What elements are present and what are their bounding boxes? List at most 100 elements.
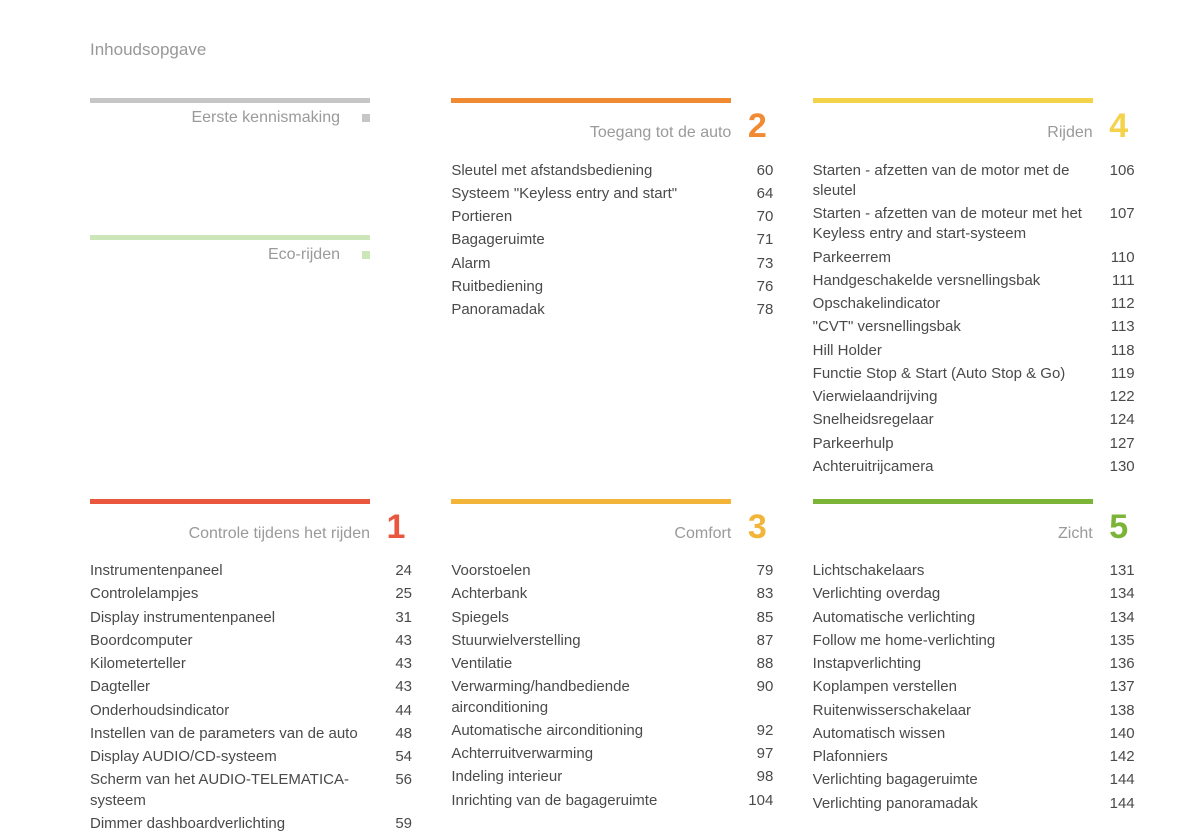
toc-entry[interactable]: Achterruitverwarming97 <box>451 743 773 766</box>
toc-entry-page: 92 <box>737 721 773 741</box>
toc-entry[interactable]: Display AUDIO/CD-systeem54 <box>90 746 412 769</box>
section-entries: Sleutel met afstandsbediening60Systeem "… <box>451 159 773 322</box>
toc-entry[interactable]: Stuurwielverstelling87 <box>451 629 773 652</box>
toc-entry[interactable]: Scherm van het AUDIO-TELEMATICA-systeem5… <box>90 769 412 813</box>
toc-entry[interactable]: Lichtschakelaars131 <box>813 560 1135 583</box>
toc-entry[interactable]: Ruitenwisserschakelaar138 <box>813 699 1135 722</box>
toc-entry[interactable]: Voorstoelen79 <box>451 560 773 583</box>
toc-entry[interactable]: Inrichting van de bagageruimte104 <box>451 789 773 812</box>
toc-entry[interactable]: Alarm73 <box>451 252 773 275</box>
toc-entry[interactable]: Parkeerhulp127 <box>813 432 1135 455</box>
toc-entry[interactable]: Automatische verlichting134 <box>813 606 1135 629</box>
toc-entry-page: 43 <box>376 631 412 651</box>
toc-entry[interactable]: Panoramadak78 <box>451 299 773 322</box>
toc-entry[interactable]: Systeem "Keyless entry and start"64 <box>451 182 773 205</box>
toc-entry-label: Vierwielaandrijving <box>813 387 1087 407</box>
toc-entry[interactable]: "CVT" versnellingsbak113 <box>813 316 1135 339</box>
section-5: Zicht 5 Lichtschakelaars131Verlichting o… <box>813 499 1136 836</box>
toc-entry-page: 64 <box>737 184 773 204</box>
toc-entry-label: Lichtschakelaars <box>813 561 1087 581</box>
toc-entry-label: Handgeschakelde versnellingsbak <box>813 271 1087 291</box>
toc-entry[interactable]: Ruitbediening76 <box>451 275 773 298</box>
toc-entry[interactable]: Starten - afzetten van de moteur met het… <box>813 203 1135 247</box>
toc-entry[interactable]: Sleutel met afstandsbediening60 <box>451 159 773 182</box>
toc-entry[interactable]: Bagageruimte71 <box>451 229 773 252</box>
section-intro-eco: Eco-rijden <box>90 235 413 264</box>
toc-entry[interactable]: Follow me home-verlichting135 <box>813 629 1135 652</box>
toc-entry[interactable]: Achteruitrijcamera130 <box>813 455 1135 478</box>
toc-entry-label: Instellen van de parameters van de auto <box>90 724 364 744</box>
toc-entry-label: Automatisch wissen <box>813 724 1087 744</box>
section-number: 4 <box>1103 109 1135 143</box>
toc-entry[interactable]: Hill Holder118 <box>813 339 1135 362</box>
toc-entry-page: 43 <box>376 677 412 697</box>
toc-entry-label: Functie Stop & Start (Auto Stop & Go) <box>813 364 1087 384</box>
toc-entry[interactable]: Ventilatie88 <box>451 653 773 676</box>
toc-entry-page: 73 <box>737 254 773 274</box>
toc-entry[interactable]: Dimmer dashboardverlichting59 <box>90 812 412 835</box>
toc-entry[interactable]: Instrumentenpaneel24 <box>90 560 412 583</box>
toc-entry-label: Achterbank <box>451 584 725 604</box>
toc-entry[interactable]: Plafonniers142 <box>813 746 1135 769</box>
toc-entry[interactable]: Instellen van de parameters van de auto4… <box>90 722 412 745</box>
section-bar <box>90 98 370 103</box>
toc-entry[interactable]: Opschakelindicator112 <box>813 293 1135 316</box>
toc-entry-page: 134 <box>1099 584 1135 604</box>
toc-entry[interactable]: Instapverlichting 136 <box>813 653 1135 676</box>
section-square-icon <box>362 251 370 259</box>
toc-entry-page: 59 <box>376 814 412 834</box>
toc-entry[interactable]: Starten - afzetten van de motor met de s… <box>813 159 1135 203</box>
toc-entry-label: Parkeerhulp <box>813 434 1087 454</box>
toc-entry[interactable]: Verlichting overdag134 <box>813 583 1135 606</box>
column-left-top: Eerste kennismaking Eco-rijden <box>90 98 413 479</box>
toc-entry-page: 78 <box>737 300 773 320</box>
toc-entry[interactable]: Snelheidsregelaar124 <box>813 409 1135 432</box>
toc-entry-label: Instapverlichting <box>813 654 1087 674</box>
toc-entry[interactable]: Kilometerteller43 <box>90 653 412 676</box>
section-number: 3 <box>741 510 773 544</box>
toc-entry[interactable]: Handgeschakelde versnellingsbak111 <box>813 269 1135 292</box>
section-title: Comfort <box>451 525 731 543</box>
toc-entry-page: 110 <box>1099 248 1135 268</box>
toc-entry-page: 85 <box>737 608 773 628</box>
toc-entry[interactable]: Verwarming/handbediende airconditioning9… <box>451 676 773 720</box>
section-number: 2 <box>741 109 773 143</box>
toc-entry-label: Starten - afzetten van de motor met de s… <box>813 161 1087 202</box>
toc-entry-label: Ruitbediening <box>451 277 725 297</box>
toc-entry-label: Bagageruimte <box>451 230 725 250</box>
toc-entry-page: 136 <box>1099 654 1135 674</box>
toc-entry[interactable]: Koplampen verstellen137 <box>813 676 1135 699</box>
toc-entry-label: Hill Holder <box>813 341 1087 361</box>
toc-entry[interactable]: Controlelampjes25 <box>90 583 412 606</box>
toc-entry[interactable]: Spiegels 85 <box>451 606 773 629</box>
toc-entry[interactable]: Vierwielaandrijving 122 <box>813 386 1135 409</box>
toc-entry-label: Kilometerteller <box>90 654 364 674</box>
toc-entry-label: Verwarming/handbediende airconditioning <box>451 677 725 718</box>
toc-entry-label: Koplampen verstellen <box>813 677 1087 697</box>
toc-entry[interactable]: Display instrumentenpaneel31 <box>90 606 412 629</box>
toc-entry[interactable]: Automatische airconditioning92 <box>451 719 773 742</box>
toc-entry[interactable]: Parkeerrem110 <box>813 246 1135 269</box>
section-2: Toegang tot de auto 2 Sleutel met afstan… <box>451 98 774 479</box>
toc-entry[interactable]: Portieren70 <box>451 206 773 229</box>
toc-entry[interactable]: Functie Stop & Start (Auto Stop & Go)119 <box>813 362 1135 385</box>
toc-entry-label: Stuurwielverstelling <box>451 631 725 651</box>
toc-entry[interactable]: Onderhoudsindicator44 <box>90 699 412 722</box>
toc-entry[interactable]: Boordcomputer43 <box>90 629 412 652</box>
toc-entry-page: 122 <box>1099 387 1135 407</box>
toc-entry-label: Follow me home-verlichting <box>813 631 1087 651</box>
toc-entry[interactable]: Dagteller43 <box>90 676 412 699</box>
toc-entry-label: Plafonniers <box>813 747 1087 767</box>
toc-entry[interactable]: Indeling interieur98 <box>451 766 773 789</box>
toc-entry[interactable]: Verlichting panoramadak144 <box>813 792 1135 815</box>
toc-entry[interactable]: Achterbank83 <box>451 583 773 606</box>
toc-entry-label: Indeling interieur <box>451 767 725 787</box>
toc-entry-page: 44 <box>376 701 412 721</box>
toc-entry[interactable]: Automatisch wissen140 <box>813 722 1135 745</box>
toc-entry-label: Snelheidsregelaar <box>813 410 1087 430</box>
section-title: Eco-rijden <box>90 246 340 264</box>
toc-entry-label: Verlichting bagageruimte <box>813 770 1087 790</box>
toc-entry[interactable]: Verlichting bagageruimte144 <box>813 769 1135 792</box>
toc-entry-page: 138 <box>1099 701 1135 721</box>
toc-entry-label: Spiegels <box>451 608 725 628</box>
